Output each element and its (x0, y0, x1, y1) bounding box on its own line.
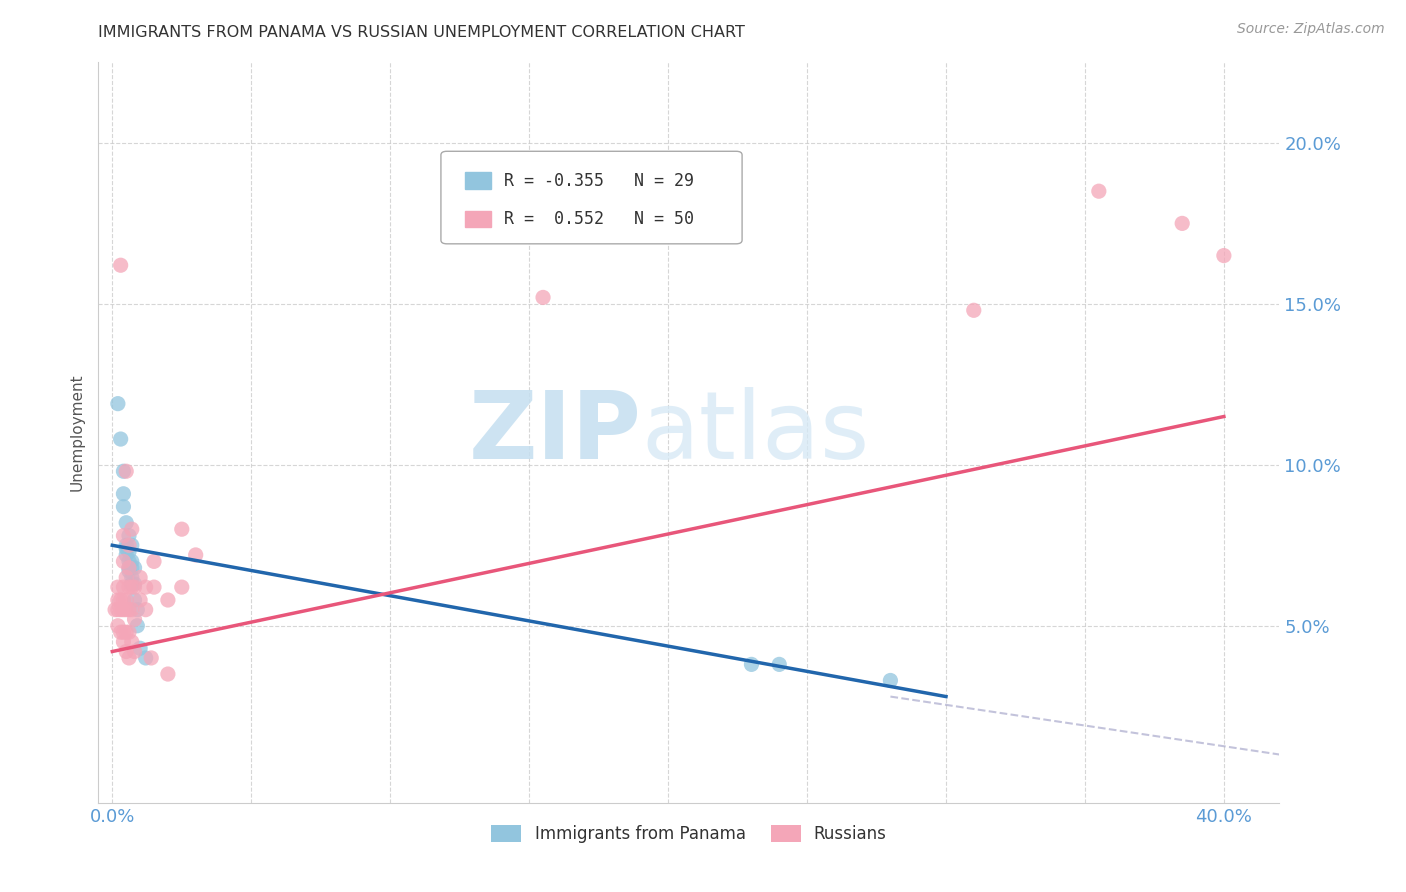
Point (110, 432, 132, 446)
Point (112, 487, 135, 501)
Point (115, 644, 138, 658)
Point (127, 619, 149, 633)
Point (768, 657, 790, 672)
Point (110, 593, 132, 607)
Point (112, 625, 135, 640)
Point (115, 464, 138, 478)
Point (118, 602, 141, 616)
Point (118, 651, 141, 665)
Point (115, 538, 138, 552)
Point (118, 561, 141, 575)
Point (129, 641, 152, 656)
Point (121, 554, 143, 568)
Point (124, 644, 146, 658)
Point (110, 625, 132, 640)
Point (1212, 249, 1234, 263)
Point (118, 625, 141, 640)
Point (121, 602, 143, 616)
Point (107, 593, 129, 607)
Text: Source: ZipAtlas.com: Source: ZipAtlas.com (1237, 22, 1385, 37)
Point (118, 545, 141, 559)
Point (124, 612, 146, 626)
Point (129, 570, 152, 584)
Point (1088, 184, 1111, 198)
Point (124, 593, 146, 607)
Point (170, 580, 193, 594)
Point (115, 625, 138, 640)
Point (107, 580, 129, 594)
Point (115, 602, 138, 616)
Point (156, 593, 179, 607)
Point (118, 538, 141, 552)
Point (115, 541, 138, 556)
Point (118, 528, 141, 542)
Point (121, 561, 143, 575)
Point (112, 635, 135, 649)
Point (110, 258, 132, 272)
Text: atlas: atlas (641, 386, 870, 479)
Point (118, 580, 141, 594)
Point (107, 397, 129, 411)
Point (118, 561, 141, 575)
Point (1171, 216, 1194, 230)
Point (118, 554, 141, 568)
Point (141, 651, 163, 665)
Point (107, 619, 129, 633)
Bar (464, 211, 491, 227)
Point (121, 580, 143, 594)
Point (112, 500, 135, 514)
Point (121, 570, 143, 584)
Point (135, 580, 157, 594)
Point (135, 602, 157, 616)
Text: ZIP: ZIP (468, 386, 641, 479)
Bar (464, 172, 491, 189)
Point (143, 554, 166, 568)
Point (135, 651, 157, 665)
Point (531, 290, 554, 304)
Point (124, 561, 146, 575)
Point (124, 577, 146, 591)
Point (115, 516, 138, 530)
FancyBboxPatch shape (441, 152, 742, 244)
Point (121, 522, 143, 536)
Point (129, 593, 152, 607)
Legend: Immigrants from Panama, Russians: Immigrants from Panama, Russians (485, 819, 893, 850)
Point (104, 602, 127, 616)
Point (115, 570, 138, 584)
Point (118, 564, 141, 578)
Point (121, 538, 143, 552)
Text: R =  0.552   N = 50: R = 0.552 N = 50 (503, 210, 693, 227)
Point (112, 580, 135, 594)
Point (107, 602, 129, 616)
Point (110, 602, 132, 616)
Point (115, 548, 138, 562)
Text: R = -0.355   N = 29: R = -0.355 N = 29 (503, 171, 693, 189)
Point (112, 554, 135, 568)
Point (124, 580, 146, 594)
Point (121, 635, 143, 649)
Point (115, 593, 138, 607)
Point (740, 657, 762, 672)
Point (879, 673, 901, 688)
Point (170, 522, 193, 536)
Point (156, 667, 179, 681)
Point (112, 528, 135, 542)
Point (127, 602, 149, 616)
Point (963, 303, 986, 318)
Point (184, 548, 207, 562)
Point (112, 602, 135, 616)
Text: IMMIGRANTS FROM PANAMA VS RUSSIAN UNEMPLOYMENT CORRELATION CHART: IMMIGRANTS FROM PANAMA VS RUSSIAN UNEMPL… (98, 26, 745, 40)
Point (143, 580, 166, 594)
Point (112, 464, 135, 478)
Point (112, 593, 135, 607)
Point (121, 577, 143, 591)
Y-axis label: Unemployment: Unemployment (69, 374, 84, 491)
